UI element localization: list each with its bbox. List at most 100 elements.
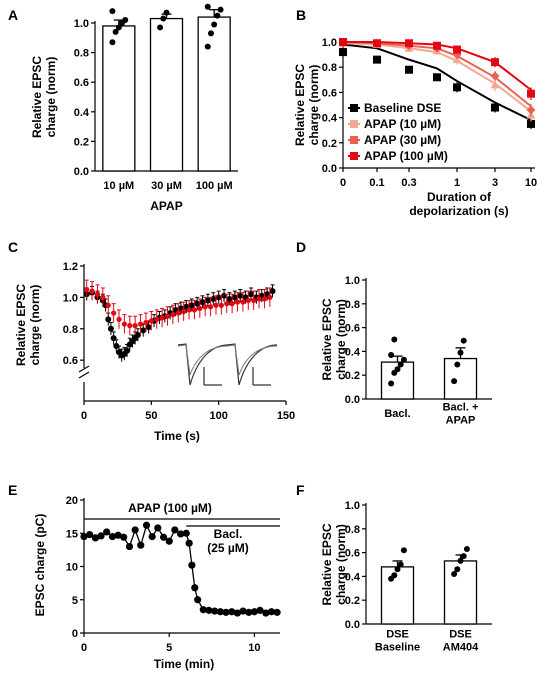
data-point: [457, 349, 464, 356]
panel-letter-f: F: [296, 482, 305, 498]
data-point: [463, 546, 470, 553]
data-point: [273, 608, 281, 616]
bar: [443, 357, 478, 400]
panel-letter-e: E: [8, 482, 17, 498]
data-point: [108, 532, 117, 541]
bar: [197, 16, 231, 172]
y-tick-label: 0: [72, 628, 78, 640]
data-point: [188, 561, 196, 569]
legend-label: APAP (100 µM): [364, 149, 448, 163]
example-trace: [177, 343, 229, 386]
y-tick-label: 10: [66, 562, 78, 574]
data-point: [116, 316, 122, 322]
y-axis-title: Relative EPSCcharge (norm): [14, 284, 42, 366]
y-tick-label: 0.0: [74, 166, 89, 178]
x-tick-label: 5: [166, 642, 172, 654]
data-point: [240, 299, 246, 305]
y-tick-label: 0.6: [345, 323, 360, 335]
data-point: [405, 65, 413, 74]
data-point: [97, 532, 105, 540]
x-tick-label: 50: [145, 410, 157, 422]
data-point: [233, 609, 241, 617]
data-point: [433, 73, 441, 82]
y-tick-label: 0.4: [74, 107, 90, 119]
data-point: [239, 607, 247, 615]
data-point: [388, 380, 395, 387]
data-point: [460, 337, 467, 344]
data-point: [267, 294, 273, 300]
data-point: [269, 288, 276, 295]
data-point: [199, 606, 207, 614]
data-point: [122, 17, 129, 24]
y-tick-label: 0.2: [322, 138, 337, 150]
data-point: [140, 327, 147, 334]
data-point: [229, 301, 235, 307]
x-tick-label: 100: [209, 410, 227, 422]
data-point: [211, 607, 219, 615]
data-point: [210, 295, 217, 302]
x-tick-label: 150: [277, 410, 295, 422]
y-axis-title-group: Relative EPSCcharge (norm): [293, 64, 321, 146]
data-point: [400, 547, 407, 554]
data-point: [100, 294, 106, 300]
legend-label: Baseline DSE: [364, 101, 441, 115]
data-point: [163, 9, 170, 16]
bar: [380, 566, 415, 625]
data-point: [214, 12, 221, 19]
y-tick-label: 0.8: [63, 324, 78, 336]
x-tick-label: 0: [81, 642, 87, 654]
data-point: [107, 325, 114, 332]
bar: [102, 25, 136, 172]
data-point: [204, 297, 211, 304]
data-point: [186, 307, 192, 313]
axis-break-mark: [78, 371, 90, 379]
x-tick-label: 0.1: [369, 177, 384, 189]
data-point: [262, 609, 270, 617]
data-point: [451, 378, 458, 385]
data-point: [454, 566, 461, 573]
data-point: [400, 356, 407, 363]
y-tick-label: 0.6: [322, 87, 337, 99]
y-axis-title: Relative EPSCcharge (norm): [30, 56, 58, 138]
data-point: [453, 83, 461, 92]
y-tick-label: 0.4: [322, 113, 338, 125]
x-axis-title-group: Duration of depolarization (s): [409, 190, 508, 218]
data-point: [373, 39, 381, 48]
y-tick-label: 15: [66, 528, 78, 540]
data-point: [222, 608, 230, 616]
panel-f-chart: 0.0 0.2 0.4 0.6 0.8 1.0 DSE Baseline DSE AM404 Rel…: [320, 500, 492, 654]
data-point: [250, 608, 259, 616]
legend-swatch-marker: [350, 136, 358, 144]
data-point: [191, 307, 198, 313]
y-tick-label: 1.0: [345, 500, 360, 512]
data-point: [490, 80, 500, 89]
data-point: [204, 43, 211, 50]
data-point: [89, 288, 95, 294]
data-point: [120, 533, 128, 541]
y-tick-label: 0.0: [322, 163, 337, 175]
data-point: [181, 308, 187, 315]
x-tick-label: 10 µM: [103, 180, 134, 192]
data-point: [207, 30, 214, 37]
data-point: [197, 305, 203, 311]
y-tick-label: 1.0: [74, 18, 89, 30]
panel-d-chart: 0.0 0.2 0.4 0.6 0.8 1.0 Bacl. Bacl. + APAP Relati…: [320, 275, 492, 427]
panel-b-chart: 0.0 0.2 0.4 0.6 0.8 1.0 0 0.1 0.3 1 3 10 Duration of…: [293, 37, 537, 218]
data-point: [114, 531, 122, 539]
panel-letter-b: B: [296, 7, 306, 23]
x-tick-label: 0.3: [401, 177, 416, 189]
x-tick-label: DSE AM404: [443, 629, 479, 654]
y-tick-label: 0.8: [345, 524, 360, 536]
data-point: [453, 45, 461, 54]
data-point: [159, 315, 165, 321]
data-point: [256, 296, 262, 302]
y-tick-label: 1.0: [63, 292, 78, 304]
data-point: [142, 521, 151, 529]
panel-letter-a: A: [8, 7, 18, 23]
data-point: [109, 8, 116, 15]
data-point: [160, 15, 167, 22]
y-tick-label: 0.6: [74, 77, 89, 89]
data-point: [451, 571, 458, 578]
data-point: [490, 71, 500, 81]
data-point: [165, 537, 173, 545]
